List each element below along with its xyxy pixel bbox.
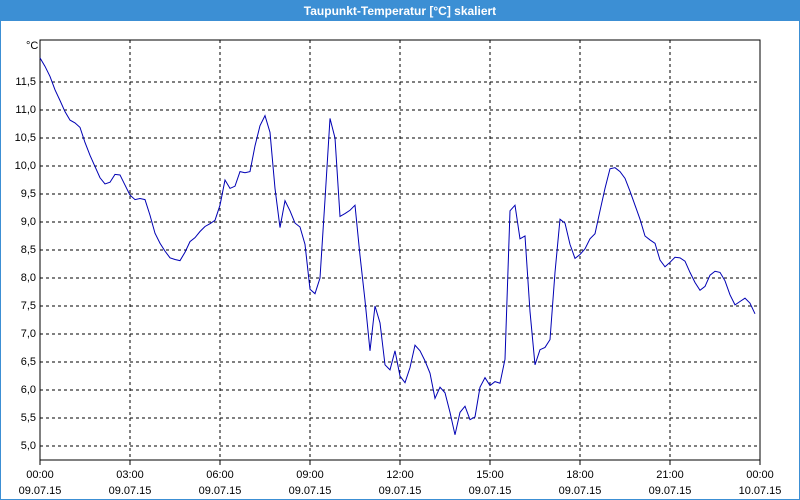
y-axis-unit: °C — [26, 40, 38, 52]
y-tick-label: 9,0 — [21, 216, 36, 228]
x-tick-label: 00:00 — [746, 469, 774, 481]
x-tick-date: 09.07.15 — [559, 485, 602, 497]
data-line — [39, 57, 756, 435]
x-tick-date: 10.07.15 — [739, 485, 782, 497]
x-tick-date: 09.07.15 — [109, 485, 152, 497]
x-tick-label: 12:00 — [386, 469, 414, 481]
x-tick-label: 18:00 — [566, 469, 594, 481]
y-tick-label: 7,5 — [21, 300, 36, 312]
x-tick-date: 09.07.15 — [199, 485, 242, 497]
y-tick-label: 5,0 — [21, 440, 36, 452]
x-tick-date: 09.07.15 — [19, 485, 62, 497]
y-tick-label: 10,0 — [15, 160, 36, 172]
y-tick-label: 6,0 — [21, 384, 36, 396]
y-tick-label: 10,5 — [15, 132, 36, 144]
x-tick-date: 09.07.15 — [379, 485, 422, 497]
y-tick-label: 5,5 — [21, 412, 36, 424]
window-title: Taupunkt-Temperatur [°C] skaliert — [1, 1, 799, 21]
x-tick-date: 09.07.15 — [289, 485, 332, 497]
y-tick-label: 11,0 — [15, 104, 36, 116]
x-tick-label: 06:00 — [206, 469, 234, 481]
y-tick-label: 6,5 — [21, 356, 36, 368]
x-tick-label: 00:00 — [26, 469, 54, 481]
x-tick-label: 21:00 — [656, 469, 684, 481]
x-tick-date: 09.07.15 — [469, 485, 512, 497]
plot-border — [39, 39, 761, 461]
x-tick-date: 09.07.15 — [649, 485, 692, 497]
x-tick-label: 03:00 — [116, 469, 144, 481]
y-tick-label: 9,5 — [21, 188, 36, 200]
y-tick-label: 8,0 — [21, 272, 36, 284]
x-tick-label: 09:00 — [296, 469, 324, 481]
x-tick-label: 15:00 — [476, 469, 504, 481]
y-tick-label: 11,5 — [15, 76, 36, 88]
y-tick-label: 8,5 — [21, 244, 36, 256]
y-tick-label: 7,0 — [21, 328, 36, 340]
